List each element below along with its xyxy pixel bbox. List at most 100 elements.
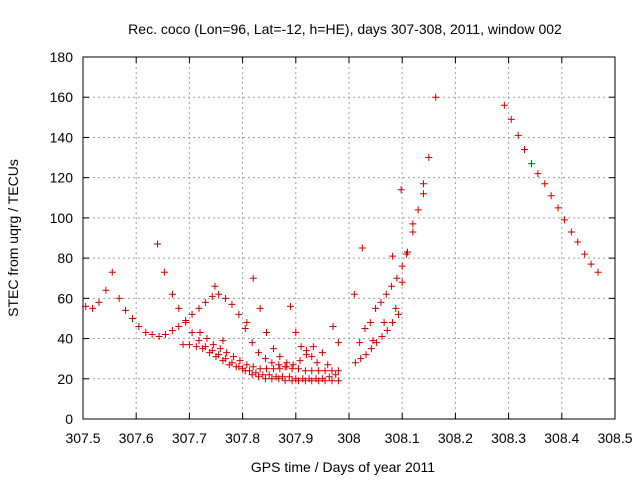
data-point [283, 359, 291, 367]
data-point [182, 318, 190, 326]
y-tick-label: 60 [57, 290, 73, 306]
x-tick-labels: 307.5 307.6 307.7 307.8 307.9 308 308.1 308.2 30… [65, 430, 632, 446]
data-point [263, 365, 271, 373]
data-point [102, 286, 110, 294]
x-tick-label: 308.3 [491, 430, 526, 446]
data-point [409, 228, 417, 236]
data-point [527, 160, 535, 168]
data-point [419, 190, 427, 198]
data-point [560, 216, 568, 224]
data-point [302, 347, 310, 355]
data-point [362, 351, 370, 359]
data-point [351, 359, 359, 367]
data-point [142, 329, 150, 337]
data-point [383, 327, 391, 335]
data-point [203, 335, 211, 343]
data-point [308, 353, 316, 361]
data-point [225, 361, 233, 369]
data-point [328, 377, 336, 385]
data-point [299, 375, 307, 383]
data-point [334, 377, 342, 385]
data-point [239, 365, 247, 373]
data-point [153, 240, 161, 248]
axis-ticks [82, 56, 616, 420]
data-point [514, 131, 522, 139]
y-tick-label: 140 [50, 129, 74, 145]
data-point [179, 341, 187, 349]
data-point [334, 367, 342, 375]
data-point [402, 250, 410, 258]
data-point [209, 341, 217, 349]
data-point [312, 375, 320, 383]
data-point [248, 339, 256, 347]
data-point [325, 373, 333, 381]
data-point [425, 154, 433, 162]
data-point [547, 192, 555, 200]
x-tick-label: 308.5 [597, 430, 632, 446]
data-point [318, 349, 326, 357]
data-point [332, 371, 340, 379]
data-point [223, 349, 231, 357]
data-point [219, 357, 227, 365]
data-point [228, 300, 236, 308]
data-point [554, 204, 562, 212]
data-point [235, 310, 243, 318]
data-point [268, 375, 276, 383]
data-point [212, 353, 220, 361]
data-point [567, 228, 575, 236]
data-point [272, 373, 280, 381]
data-point [115, 294, 123, 302]
data-point [175, 304, 183, 312]
data-point [281, 377, 289, 385]
data-point [292, 329, 300, 337]
data-point [232, 363, 240, 371]
data-point [135, 322, 143, 330]
data-point [521, 146, 529, 154]
data-point [230, 353, 238, 361]
x-tick-label: 307.8 [225, 430, 260, 446]
data-point [248, 371, 256, 379]
data-point [89, 304, 97, 312]
data-point [305, 375, 313, 383]
data-point [541, 180, 549, 188]
data-point [275, 361, 283, 369]
data-point [380, 318, 388, 326]
data-point [122, 306, 130, 314]
x-tick-label: 307.5 [65, 430, 100, 446]
data-point [219, 337, 227, 345]
data-point [155, 333, 163, 341]
data-point [301, 367, 309, 375]
data-point [594, 268, 602, 276]
data-point [185, 341, 193, 349]
data-point [255, 349, 263, 357]
data-point [378, 333, 386, 341]
gridlines [83, 57, 615, 419]
data-point [265, 371, 273, 379]
data-point [211, 282, 219, 290]
data-point [296, 357, 304, 365]
data-point [388, 282, 396, 290]
x-tick-label: 308.1 [385, 430, 420, 446]
data-point [236, 357, 244, 365]
data-point [195, 304, 203, 312]
data-point [288, 365, 296, 373]
data-point [269, 345, 277, 353]
x-tick-label: 307.6 [119, 430, 154, 446]
data-point [324, 361, 332, 369]
data-point [168, 327, 176, 335]
data-point [246, 367, 254, 375]
data-point [241, 325, 249, 332]
data-point [392, 304, 400, 312]
y-tick-label: 80 [57, 250, 73, 266]
data-point [249, 363, 257, 371]
y-tick-label: 0 [65, 411, 73, 427]
data-point [350, 290, 358, 298]
data-point [377, 298, 385, 306]
data-point [534, 170, 542, 178]
data-point [357, 355, 365, 363]
data-point [276, 365, 284, 373]
x-tick-label: 308 [337, 430, 361, 446]
y-tick-label: 20 [57, 371, 73, 387]
data-point [398, 278, 406, 286]
